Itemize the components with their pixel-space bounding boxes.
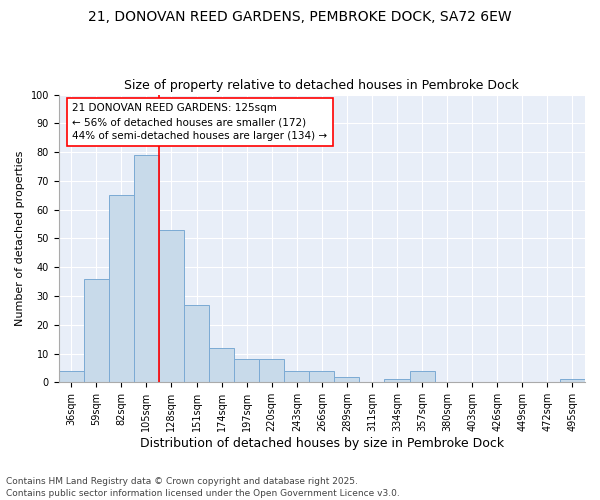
Bar xyxy=(259,360,284,382)
Text: Contains HM Land Registry data © Crown copyright and database right 2025.
Contai: Contains HM Land Registry data © Crown c… xyxy=(6,476,400,498)
Bar xyxy=(209,348,234,382)
X-axis label: Distribution of detached houses by size in Pembroke Dock: Distribution of detached houses by size … xyxy=(140,437,504,450)
Bar xyxy=(309,371,334,382)
Bar xyxy=(385,380,410,382)
Bar xyxy=(560,380,585,382)
Bar xyxy=(59,371,84,382)
Title: Size of property relative to detached houses in Pembroke Dock: Size of property relative to detached ho… xyxy=(124,79,519,92)
Bar xyxy=(84,278,109,382)
Bar xyxy=(134,155,159,382)
Bar xyxy=(284,371,309,382)
Bar xyxy=(334,376,359,382)
Bar xyxy=(410,371,434,382)
Y-axis label: Number of detached properties: Number of detached properties xyxy=(15,151,25,326)
Bar xyxy=(234,360,259,382)
Text: 21, DONOVAN REED GARDENS, PEMBROKE DOCK, SA72 6EW: 21, DONOVAN REED GARDENS, PEMBROKE DOCK,… xyxy=(88,10,512,24)
Bar xyxy=(159,230,184,382)
Text: 21 DONOVAN REED GARDENS: 125sqm
← 56% of detached houses are smaller (172)
44% o: 21 DONOVAN REED GARDENS: 125sqm ← 56% of… xyxy=(73,103,328,141)
Bar xyxy=(109,196,134,382)
Bar xyxy=(184,304,209,382)
